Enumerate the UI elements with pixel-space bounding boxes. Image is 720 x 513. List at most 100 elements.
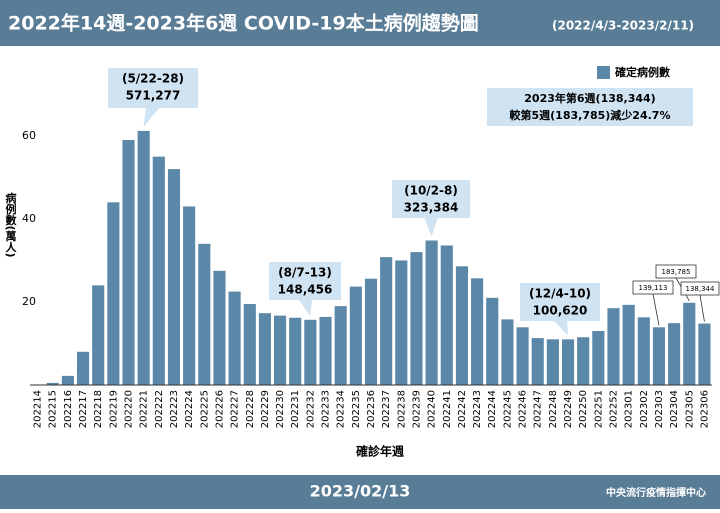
annotation-pointer (700, 295, 704, 322)
bar (577, 337, 589, 385)
bar (562, 339, 574, 385)
bar (92, 285, 104, 385)
note-text: 較第5週(183,785)減少24.7% (510, 108, 671, 122)
x-tick-label: 202226 (214, 390, 225, 428)
bar (198, 244, 210, 385)
bar (153, 157, 165, 385)
annotation-text: 183,785 (662, 268, 691, 276)
annotation-text: (5/22-28) (122, 72, 184, 86)
x-tick-label: 202305 (684, 390, 695, 428)
x-tick-label: 202244 (487, 390, 498, 428)
annotation-pointer (553, 320, 568, 335)
bar (532, 338, 544, 385)
x-tick-label: 202229 (260, 390, 271, 428)
bar (607, 308, 619, 385)
annotation-text: (8/7-13) (278, 266, 332, 280)
x-tick-label: 202247 (533, 390, 544, 428)
x-tick-label: 202223 (169, 390, 180, 428)
x-tick-label: 202251 (593, 390, 604, 428)
bar (335, 306, 347, 385)
x-tick-label: 202242 (457, 390, 468, 428)
x-tick-label: 202245 (502, 390, 513, 428)
bar (289, 318, 301, 385)
x-tick-label: 202241 (442, 390, 453, 428)
bar (319, 317, 331, 385)
x-tick-label: 202230 (275, 390, 286, 428)
x-tick-label: 202227 (230, 390, 241, 428)
bar (274, 316, 286, 385)
note-text: 2023年第6週(138,344) (524, 91, 655, 105)
x-axis-label: 確診年週 (356, 444, 404, 459)
bar (62, 376, 74, 385)
x-tick-label: 202238 (396, 390, 407, 428)
bar (168, 169, 180, 385)
bar (456, 266, 468, 385)
x-tick-label: 202240 (427, 390, 438, 428)
bar (592, 331, 604, 385)
bar (426, 241, 438, 385)
y-axis-label: 病例數(萬人) (4, 191, 17, 257)
annotation-text: 100,620 (533, 304, 588, 318)
x-tick-label: 202218 (93, 390, 104, 428)
x-tick-label: 202250 (578, 390, 589, 428)
bar (380, 257, 392, 385)
bar (623, 305, 635, 385)
bar (410, 252, 422, 385)
x-tick-label: 202234 (336, 390, 347, 428)
x-tick-label: 202220 (124, 390, 135, 428)
x-tick-label: 202301 (624, 390, 635, 428)
annotation-pointer (653, 294, 659, 325)
x-tick-label: 202231 (290, 390, 301, 428)
bar (304, 320, 316, 385)
annotation-text: 139,113 (639, 284, 668, 292)
x-tick-label: 202248 (548, 390, 559, 428)
x-tick-label: 202224 (184, 390, 195, 428)
bar (653, 327, 665, 385)
x-tick-label: 202252 (608, 390, 619, 428)
x-tick-label: 202237 (381, 390, 392, 428)
bar (698, 324, 710, 385)
x-tick-label: 202225 (199, 390, 210, 428)
annotation-pointer (424, 217, 438, 237)
annotation-text: (10/2-8) (404, 184, 458, 198)
x-tick-label: 202232 (305, 390, 316, 428)
x-tick-label: 202304 (669, 390, 680, 428)
bar (471, 278, 483, 385)
bar (138, 131, 150, 385)
bar (107, 202, 119, 385)
x-tick-label: 202214 (33, 390, 44, 428)
footer-date: 2023/02/13 (310, 482, 411, 501)
annotation-text: (12/4-10) (529, 287, 591, 301)
chart-subtitle: (2022/4/3-2023/2/11) (552, 19, 694, 33)
legend-swatch (597, 66, 610, 79)
bar (638, 317, 650, 385)
x-tick-label: 202221 (139, 390, 150, 428)
x-tick-label: 202249 (563, 390, 574, 428)
bar (183, 206, 195, 385)
x-tick-label: 202233 (321, 390, 332, 428)
bar (441, 245, 453, 385)
bar (486, 298, 498, 385)
bar (501, 319, 513, 385)
bar (77, 352, 89, 385)
chart-title: 2022年14週-2023年6週 COVID-19本土病例趨勢圖 (8, 12, 479, 35)
x-tick-label: 202239 (411, 390, 422, 428)
bar (350, 287, 362, 385)
x-tick-label: 202215 (48, 390, 59, 428)
annotation-pointer (298, 299, 312, 316)
x-tick-label: 202303 (654, 390, 665, 428)
bar (668, 323, 680, 385)
x-tick-label: 202235 (351, 390, 362, 428)
legend-label: 確定病例數 (615, 65, 670, 79)
annotation-text: 148,456 (278, 283, 333, 297)
annotation-pointer (144, 107, 160, 127)
x-tick-label: 202217 (78, 390, 89, 428)
x-tick-label: 202219 (108, 390, 119, 428)
x-tick-label: 202243 (472, 390, 483, 428)
bar (259, 313, 271, 385)
bar (516, 327, 528, 385)
x-tick-label: 202222 (154, 390, 165, 428)
source: 中央流行疫情指揮中心 (606, 486, 706, 499)
x-tick-label: 202302 (639, 390, 650, 428)
